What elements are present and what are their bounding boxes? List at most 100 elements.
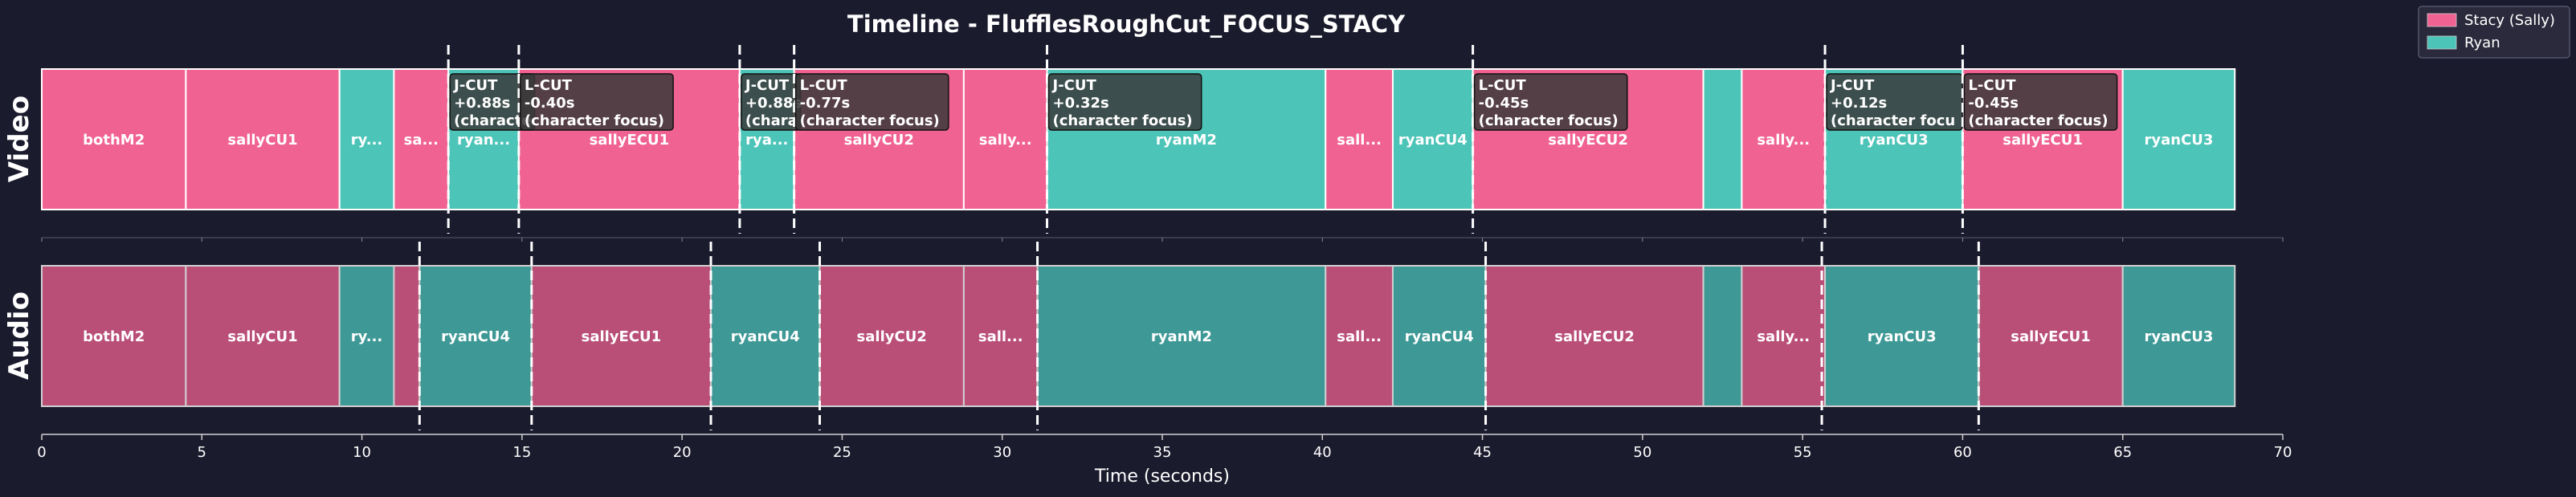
x-axis-label: Time (seconds) bbox=[1094, 466, 1230, 487]
clip-label: sallyCU1 bbox=[227, 132, 297, 149]
timeline-clip-video-17 bbox=[2121, 68, 2236, 210]
timeline-clip-audio-9 bbox=[1036, 265, 1327, 407]
x-tick-label: 30 bbox=[993, 444, 1011, 461]
x-tick-label: 15 bbox=[512, 444, 531, 461]
clip-label: ryanCU3 bbox=[1860, 132, 1929, 149]
cut-label-box bbox=[520, 73, 674, 131]
cut-label-line: +0.12s bbox=[1831, 95, 1887, 112]
clip-label: sallyECU1 bbox=[2011, 328, 2091, 345]
cut-label-line: (chara bbox=[745, 112, 798, 129]
cut-label-box bbox=[1826, 73, 1963, 131]
cut-annotations-layer: J-CUT+0.88s(characteL-CUT-0.40s(characte… bbox=[418, 45, 2118, 430]
audio-track-layer: bothM2 sallyCU1 ry... ryanCU4 sallyECU1 ryanC… bbox=[3, 265, 2284, 438]
cut-label-line: L-CUT bbox=[525, 77, 573, 94]
cut-label-line: +0.32s bbox=[1053, 95, 1109, 112]
track-name-video: Video bbox=[3, 96, 35, 182]
legend-label-ryan: Ryan bbox=[2464, 35, 2500, 51]
timeline-clip-video-13 bbox=[1702, 68, 1743, 210]
clip-label: sallyECU2 bbox=[1554, 328, 1635, 345]
legend: Stacy (Sally) Ryan bbox=[2418, 6, 2570, 59]
x-tick-label: 45 bbox=[1473, 444, 1492, 461]
timeline-clip-audio-2 bbox=[338, 265, 395, 407]
timeline-clip-video-11 bbox=[1391, 68, 1474, 210]
track-name-audio: Audio bbox=[3, 291, 35, 380]
cut-label-line: (character focus) bbox=[525, 112, 664, 129]
x-tick-label: 0 bbox=[37, 444, 46, 461]
cut-label-line: L-CUT bbox=[800, 77, 848, 94]
clip-label: sally... bbox=[979, 132, 1032, 149]
cut-label-line: L-CUT bbox=[1968, 77, 2016, 94]
cut-label-line: J-CUT bbox=[744, 77, 790, 94]
timeline-clip-video-0 bbox=[41, 68, 187, 210]
timeline-clip-audio-13 bbox=[1702, 265, 1743, 407]
clip-label: ryanCU4 bbox=[731, 328, 800, 345]
clip-label: ryanM2 bbox=[1151, 328, 1212, 345]
cut-label-line: L-CUT bbox=[1479, 77, 1527, 94]
timeline-clip-video-14 bbox=[1741, 68, 1827, 210]
cut-label-line: -0.45s bbox=[1968, 95, 2019, 112]
timeline-clip-audio-12 bbox=[1484, 265, 1704, 407]
legend-swatch-ryan bbox=[2427, 35, 2457, 50]
x-tick-label: 70 bbox=[2274, 444, 2292, 461]
timeline-clip-audio-0 bbox=[41, 265, 187, 407]
timeline-clip-audio-16 bbox=[1978, 265, 2124, 407]
clip-label: ry... bbox=[351, 132, 382, 149]
x-tick-label: 20 bbox=[673, 444, 692, 461]
clip-label: ry... bbox=[351, 328, 382, 345]
cut-label-line: -0.77s bbox=[800, 95, 851, 112]
x-tick-label: 5 bbox=[198, 444, 206, 461]
x-axis: 0 5 10 15 20 25 30 35 40 45 50 55 60 65 70 bbox=[37, 434, 2292, 461]
clip-label: bothM2 bbox=[83, 132, 145, 149]
cut-label-line: J-CUT bbox=[1051, 77, 1097, 94]
x-tick-label: 50 bbox=[1633, 444, 1651, 461]
cut-label-box bbox=[1963, 73, 2118, 131]
cut-label-line: (character focus) bbox=[1479, 112, 1619, 129]
clip-label: rya... bbox=[745, 132, 788, 149]
cut-label-line: (character focus) bbox=[1968, 112, 2108, 129]
timeline-clip-video-2 bbox=[338, 68, 395, 210]
clip-label: ryanCU3 bbox=[2145, 328, 2214, 345]
x-tick-label: 40 bbox=[1313, 444, 1332, 461]
timeline-clip-audio-10 bbox=[1325, 265, 1394, 407]
clip-label: sallyCU1 bbox=[227, 328, 297, 345]
cut-label-line: -0.40s bbox=[525, 95, 575, 112]
clip-label: sall... bbox=[978, 328, 1023, 345]
x-tick-label: 25 bbox=[833, 444, 851, 461]
cut-label-line: (character focu bbox=[1831, 112, 1955, 129]
video-track-layer: bothM2 sallyCU1 ry... sa... ryan... sallyECU1… bbox=[3, 68, 2284, 242]
x-tick-label: 10 bbox=[353, 444, 371, 461]
timeline-clip-video-3 bbox=[393, 68, 450, 210]
timeline-clip-audio-15 bbox=[1824, 265, 1980, 407]
clip-label: ryanCU4 bbox=[1398, 132, 1468, 149]
cut-label-line: +0.88s bbox=[745, 95, 802, 112]
cut-label-line: (character focus) bbox=[800, 112, 940, 129]
clip-label: sallyCU2 bbox=[844, 132, 914, 149]
cut-label-line: -0.45s bbox=[1479, 95, 1529, 112]
clip-label: sall... bbox=[1337, 328, 1382, 345]
clip-label: sallyECU1 bbox=[582, 328, 662, 345]
legend-label-stacy: Stacy (Sally) bbox=[2464, 12, 2555, 29]
clip-label: sallyECU2 bbox=[1548, 132, 1628, 149]
x-tick-label: 55 bbox=[1794, 444, 1812, 461]
clip-label: ryanCU4 bbox=[441, 328, 510, 345]
timeline-clip-audio-4 bbox=[418, 265, 533, 407]
timeline-clip-video-8 bbox=[962, 68, 1048, 210]
clip-label: sa... bbox=[404, 132, 439, 149]
cut-label-line: J-CUT bbox=[1829, 77, 1875, 94]
timeline-clip-audio-11 bbox=[1391, 265, 1487, 407]
clip-label: ryanCU3 bbox=[1868, 328, 1937, 345]
clip-label: sallyCU2 bbox=[857, 328, 927, 345]
chart-title: Timeline - FlufflesRoughCut_FOCUS_STACY bbox=[847, 10, 1406, 38]
timeline-clip-audio-8 bbox=[962, 265, 1039, 407]
clip-label: bothM2 bbox=[83, 328, 145, 345]
x-tick-label: 35 bbox=[1153, 444, 1172, 461]
x-tick-label: 60 bbox=[1953, 444, 1972, 461]
clip-label: ryanCU3 bbox=[2145, 132, 2214, 149]
cut-label-line: (character focus) bbox=[1053, 112, 1193, 129]
clip-label: sally... bbox=[1757, 132, 1810, 149]
clip-label: sallyECU1 bbox=[590, 132, 670, 149]
cut-label-line: +0.88s bbox=[454, 95, 510, 112]
legend-swatch-stacy bbox=[2427, 13, 2457, 27]
cut-label-box bbox=[1047, 73, 1202, 131]
timeline-clip-audio-3 bbox=[393, 265, 421, 407]
